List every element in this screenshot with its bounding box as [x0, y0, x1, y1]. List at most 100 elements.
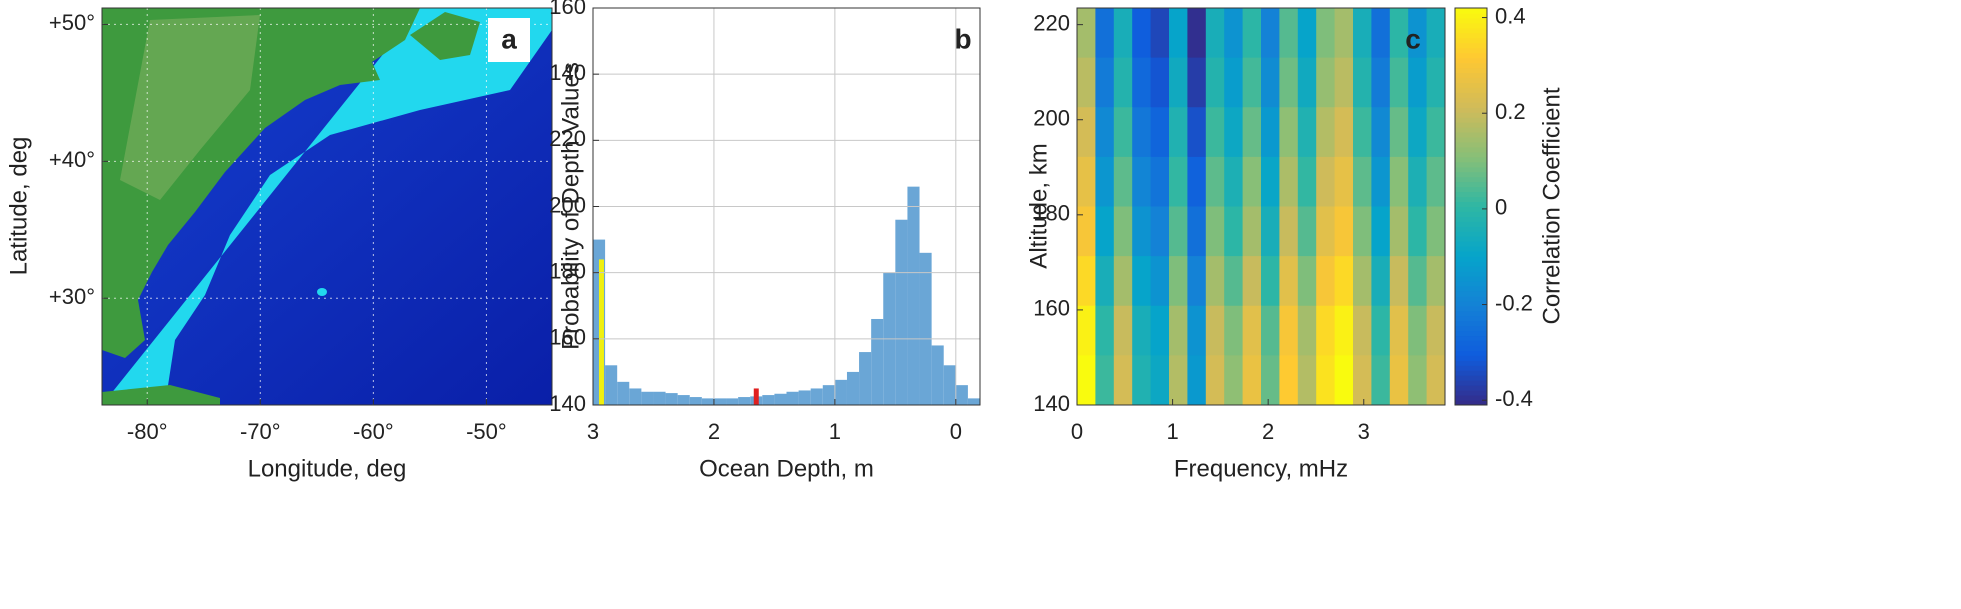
- heatmap-cell: [1132, 355, 1152, 406]
- heatmap-cell: [1279, 8, 1299, 59]
- plot-frame: [101, 7, 553, 406]
- colorbar-swatch: [1455, 151, 1487, 158]
- histogram-bar: [641, 391, 654, 405]
- heatmap-cell: [1242, 57, 1262, 108]
- x-tick-label: 1: [829, 419, 841, 444]
- heatmap-cell: [1371, 8, 1391, 59]
- heatmap-cell: [1371, 256, 1391, 307]
- y-tick-label: 140: [549, 391, 586, 416]
- heatmap-cell: [1353, 256, 1372, 307]
- heatmap-cell: [1150, 206, 1170, 257]
- heatmap-cell: [1408, 156, 1428, 207]
- colorbar-swatch: [1455, 22, 1487, 29]
- colorbar-swatch: [1455, 82, 1487, 88]
- histogram-bar: [738, 397, 751, 405]
- y-tick-label: 160: [1033, 296, 1070, 321]
- colorbar-swatch: [1455, 355, 1487, 361]
- heatmap-cell: [1279, 256, 1299, 307]
- x-axis-label: Ocean Depth, m: [699, 455, 874, 482]
- heatmap-cell: [1169, 256, 1188, 307]
- histogram-bar: [895, 219, 908, 405]
- heatmap-cell: [1095, 206, 1115, 257]
- heatmap-cell: [1389, 57, 1409, 108]
- colorbar-swatch: [1455, 156, 1487, 163]
- y-tick-label: 160: [549, 325, 586, 350]
- heatmap-cell: [1187, 107, 1207, 158]
- heatmap-cell: [1205, 305, 1225, 356]
- heatmap-cell: [1426, 305, 1446, 356]
- heatmap-cell: [1261, 107, 1280, 158]
- colorbar-swatch: [1455, 87, 1487, 93]
- heatmap-cell: [1150, 107, 1170, 158]
- colorbar-swatch: [1455, 92, 1487, 98]
- map-image: [102, 8, 552, 405]
- colorbar-tick-label: 0: [1495, 195, 1507, 220]
- heatmap-cell: [1334, 8, 1354, 59]
- colorbar-swatch: [1455, 37, 1487, 44]
- heatmap-cell: [1353, 8, 1372, 59]
- x-tick-label: -60°: [353, 419, 394, 444]
- y-tick-label: +50°: [49, 10, 95, 35]
- colorbar-swatch: [1455, 102, 1487, 108]
- histogram-bar: [967, 398, 980, 405]
- heatmap-cell: [1187, 355, 1207, 406]
- x-tick-label: -80°: [127, 419, 168, 444]
- heatmap-cell: [1095, 355, 1115, 406]
- heatmap-cell: [1077, 305, 1096, 356]
- y-axis-label: Altitude, km: [1025, 143, 1052, 268]
- heatmap-cell: [1113, 57, 1133, 108]
- panel-letter: c: [1405, 23, 1421, 54]
- heatmap-cell: [1187, 8, 1207, 59]
- colorbar-swatch: [1455, 231, 1487, 237]
- heatmap-cell: [1113, 355, 1133, 406]
- heatmap-cell: [1426, 57, 1446, 108]
- heatmap-cell: [1353, 57, 1372, 108]
- heatmap-cell: [1224, 206, 1244, 257]
- heatmap-cell: [1077, 256, 1096, 307]
- heatmap-cell: [1150, 57, 1170, 108]
- heatmap-cell: [1095, 107, 1115, 158]
- heatmap-cell: [1297, 57, 1317, 108]
- histogram-bar: [762, 395, 775, 405]
- y-tick-label: 140: [1033, 391, 1070, 416]
- heatmap-cell: [1132, 8, 1152, 59]
- heatmap-cell: [1389, 355, 1409, 406]
- heatmap-cell: [1297, 256, 1317, 307]
- plot-frame: [592, 7, 981, 406]
- heatmap-cell: [1334, 256, 1354, 307]
- heatmap-cell: [1132, 107, 1152, 158]
- heatmap-cell: [1353, 206, 1372, 257]
- colorbar-swatch: [1455, 122, 1487, 128]
- colorbar-swatch: [1455, 285, 1487, 292]
- histogram-bar: [846, 371, 860, 405]
- colorbar-tick-label: -0.2: [1495, 290, 1533, 315]
- highlight-bar: [753, 388, 759, 405]
- heatmap-cell: [1334, 206, 1354, 257]
- heatmap-cell: [1316, 305, 1336, 356]
- heatmap-cell: [1316, 107, 1336, 158]
- heatmap-cell: [1389, 8, 1409, 59]
- colorbar-swatch: [1455, 12, 1487, 19]
- colorbar-swatch: [1455, 256, 1487, 262]
- heatmap-cell: [1408, 256, 1428, 307]
- panel-letter: a: [501, 23, 517, 54]
- y-axis-label: Latitude, deg: [5, 137, 32, 276]
- heatmap-cell: [1150, 305, 1170, 356]
- colorbar-swatch: [1455, 251, 1487, 257]
- x-tick-label: 0: [950, 419, 962, 444]
- colorbar-swatch: [1455, 141, 1487, 148]
- colorbar-swatch: [1455, 226, 1487, 232]
- colorbar-swatch: [1455, 236, 1487, 242]
- heatmap-cell: [1426, 206, 1446, 257]
- histogram-bar: [726, 398, 739, 405]
- colorbar-swatch: [1455, 42, 1487, 49]
- colorbar-swatch: [1455, 127, 1487, 133]
- colorbar-swatch: [1455, 176, 1487, 183]
- heatmap-cell: [1297, 305, 1317, 356]
- heatmap-cell: [1150, 156, 1170, 207]
- colorbar-swatch: [1455, 146, 1487, 153]
- highlight-bar: [598, 259, 604, 405]
- heatmap-cell: [1187, 156, 1207, 207]
